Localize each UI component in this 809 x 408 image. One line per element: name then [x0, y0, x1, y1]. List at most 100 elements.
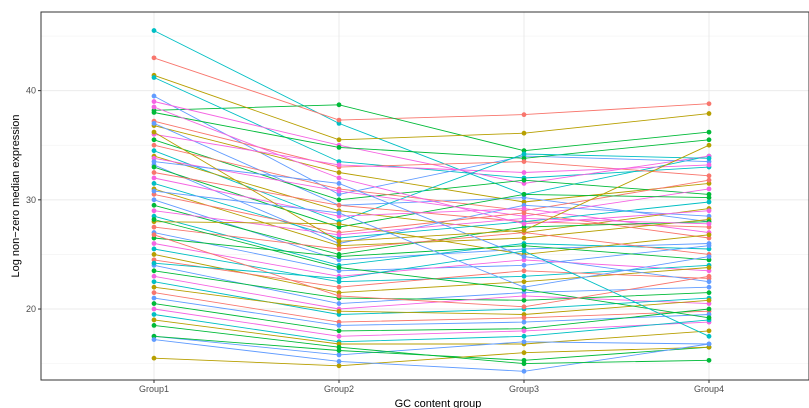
data-point	[521, 328, 527, 334]
data-point	[521, 235, 527, 241]
data-point	[151, 246, 157, 252]
series-points	[151, 28, 712, 374]
data-point	[706, 333, 712, 339]
data-point	[521, 221, 527, 227]
y-axis-title: Log non−zero median expression	[10, 115, 22, 278]
data-point	[706, 177, 712, 183]
data-point	[336, 221, 342, 227]
data-point	[151, 110, 157, 115]
series-line-50	[153, 346, 710, 367]
series-line-36	[153, 259, 710, 288]
series-line-24	[153, 193, 710, 239]
data-point	[336, 301, 342, 306]
data-point	[521, 333, 527, 339]
series-line-42	[153, 292, 710, 323]
data-point	[336, 284, 342, 290]
data-point	[706, 142, 712, 148]
data-point	[706, 129, 712, 135]
data-point	[336, 293, 342, 299]
data-point	[521, 248, 527, 254]
data-point	[706, 279, 712, 285]
data-point	[336, 232, 342, 238]
data-point	[151, 75, 157, 80]
series-line-41	[153, 286, 710, 315]
data-point	[336, 145, 342, 150]
data-point	[151, 208, 157, 214]
series-line-47	[153, 319, 710, 345]
data-point	[151, 202, 157, 208]
data-point	[521, 151, 527, 157]
data-point	[151, 279, 157, 285]
series-line-6	[153, 95, 710, 195]
series-line-28	[153, 215, 710, 266]
data-point	[706, 186, 712, 192]
plot-background	[41, 12, 809, 380]
data-point	[151, 55, 157, 61]
data-point	[706, 254, 712, 260]
data-point	[521, 243, 527, 249]
data-point	[521, 304, 527, 310]
data-point	[336, 265, 342, 270]
data-point	[706, 306, 712, 312]
data-point	[706, 232, 712, 238]
data-point	[151, 217, 157, 222]
data-point	[151, 197, 157, 203]
data-point	[521, 177, 527, 183]
data-point	[336, 102, 342, 108]
data-point	[336, 328, 342, 334]
series-line-57	[153, 250, 710, 337]
data-point	[151, 273, 157, 279]
data-point	[151, 355, 157, 361]
series-line-8	[153, 112, 710, 159]
data-point	[521, 227, 527, 233]
series-line-54	[153, 161, 710, 283]
y-tick-label: 20	[26, 304, 36, 314]
series-line-53	[153, 106, 710, 225]
series-line-5	[153, 77, 710, 179]
x-axis-title: GC content group	[395, 398, 482, 408]
data-point	[336, 170, 342, 175]
y-tick-label: 30	[26, 195, 36, 205]
data-point	[336, 363, 342, 369]
series-line-33	[153, 243, 710, 277]
data-point	[336, 181, 342, 186]
data-point	[521, 191, 527, 197]
data-point	[151, 159, 157, 165]
data-point	[151, 188, 157, 194]
data-point	[336, 308, 342, 314]
data-point	[151, 337, 157, 342]
data-point	[336, 246, 342, 252]
data-point	[521, 284, 527, 290]
data-point	[706, 297, 712, 303]
y-axis-ticks: 20 30 40	[26, 86, 41, 314]
y-tick-label: 40	[26, 86, 36, 96]
data-point	[151, 241, 157, 246]
series-line-13	[153, 139, 710, 201]
data-point	[521, 215, 527, 221]
series-line-4	[153, 74, 710, 141]
data-point	[706, 195, 712, 201]
data-point	[706, 265, 712, 270]
data-point	[521, 170, 527, 175]
data-point	[706, 284, 712, 290]
data-point	[521, 273, 527, 279]
data-point	[706, 111, 712, 116]
data-point	[151, 170, 157, 175]
series-line-48	[153, 335, 710, 356]
data-point	[336, 137, 342, 143]
series-lines	[153, 30, 710, 372]
series-line-21	[153, 177, 710, 234]
data-point	[151, 224, 157, 230]
plot-border	[40, 11, 809, 381]
data-point	[706, 357, 712, 363]
series-line-46	[153, 314, 710, 343]
series-line-29	[153, 221, 710, 255]
data-point	[706, 162, 712, 168]
data-point	[521, 130, 527, 136]
data-point	[151, 306, 157, 312]
data-point	[336, 323, 342, 328]
data-point	[336, 333, 342, 339]
data-point	[336, 344, 342, 350]
data-point	[706, 315, 712, 321]
